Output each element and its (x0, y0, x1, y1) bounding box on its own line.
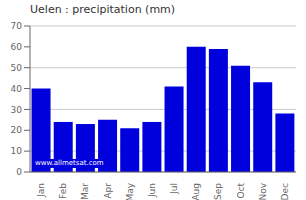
svg-text:Aug: Aug (191, 183, 201, 200)
svg-text:May: May (125, 182, 135, 200)
svg-text:70: 70 (11, 21, 23, 31)
svg-text:60: 60 (11, 42, 23, 52)
svg-text:10: 10 (11, 146, 23, 156)
svg-text:Jul: Jul (169, 183, 179, 195)
html-text:www.allmetsat.com: www.allmetsat.com (35, 159, 104, 167)
svg-text:Feb: Feb (58, 183, 68, 199)
svg-text:Dec: Dec (280, 183, 290, 200)
svg-text:Oct: Oct (236, 183, 246, 199)
svg-text:30: 30 (11, 105, 23, 115)
svg-text:Mar: Mar (80, 183, 90, 200)
svg-text:Sep: Sep (213, 183, 223, 200)
svg-text:0: 0 (16, 167, 22, 177)
html-text:Uelen : precipitation (mm): Uelen : precipitation (mm) (30, 3, 176, 16)
svg-text:Apr: Apr (103, 183, 113, 199)
svg-text:20: 20 (11, 125, 23, 135)
svg-text:Jan: Jan (36, 183, 46, 198)
svg-text:50: 50 (11, 63, 23, 73)
svg-text:40: 40 (11, 84, 23, 94)
svg-text:Nov: Nov (258, 182, 268, 200)
svg-text:Jun: Jun (147, 183, 157, 198)
